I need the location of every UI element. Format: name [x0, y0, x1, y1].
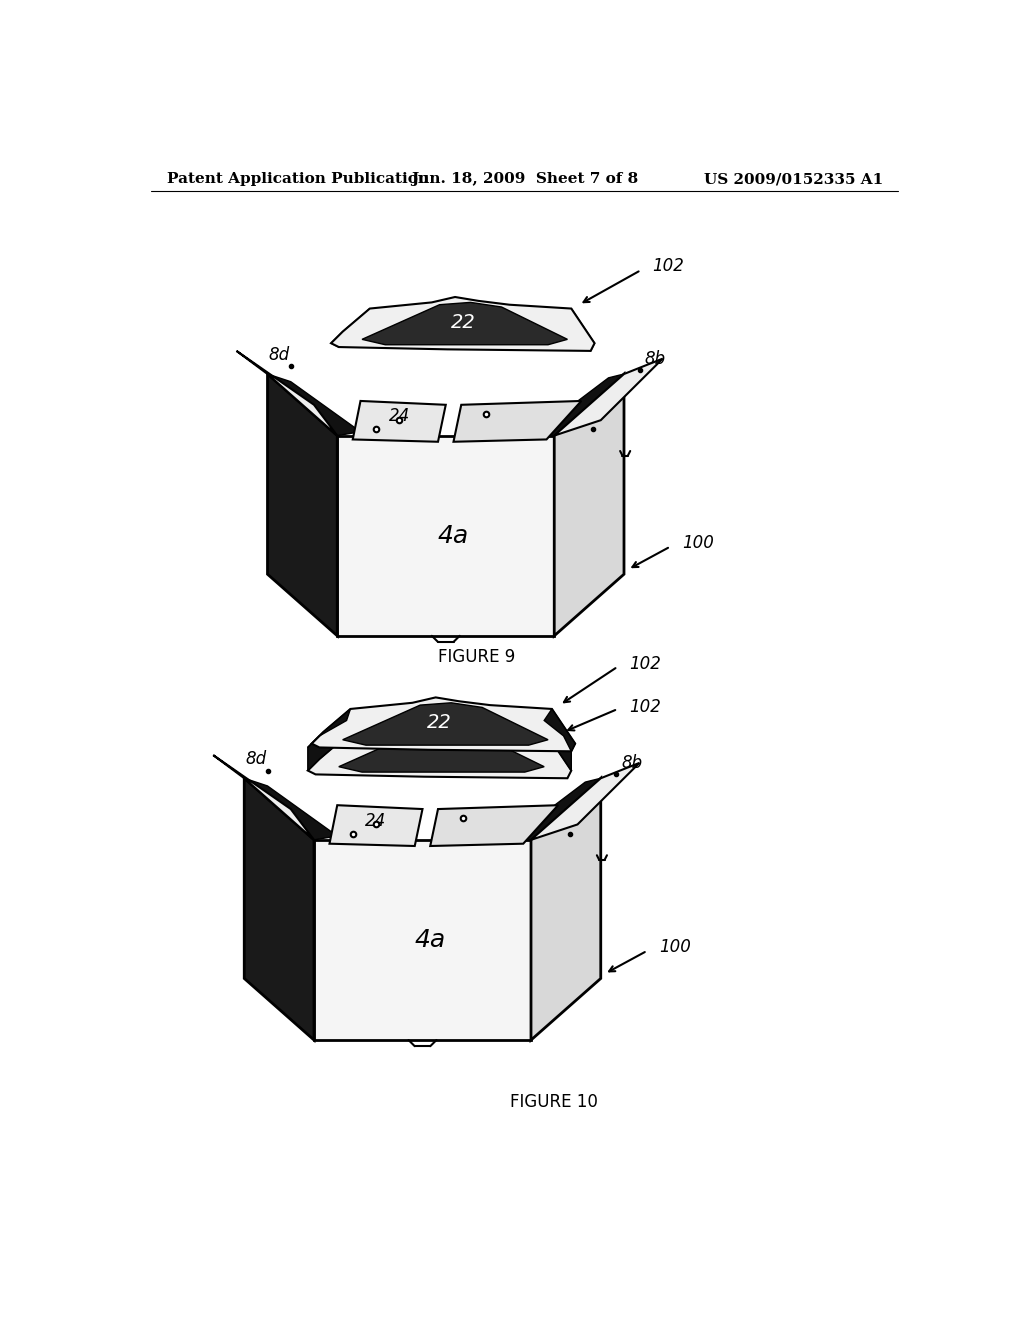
- Text: 22: 22: [451, 313, 475, 331]
- Polygon shape: [544, 709, 575, 751]
- Polygon shape: [514, 779, 601, 840]
- Polygon shape: [245, 779, 337, 840]
- Polygon shape: [314, 840, 531, 1040]
- Polygon shape: [409, 713, 432, 733]
- Polygon shape: [430, 805, 558, 846]
- Text: 4a: 4a: [438, 524, 469, 548]
- Polygon shape: [531, 779, 601, 1040]
- Polygon shape: [439, 713, 463, 733]
- Text: 24: 24: [366, 812, 387, 829]
- Polygon shape: [548, 713, 571, 771]
- Polygon shape: [343, 702, 548, 744]
- Polygon shape: [538, 374, 624, 436]
- Text: 4a: 4a: [415, 928, 445, 952]
- Polygon shape: [554, 359, 663, 436]
- Text: 22: 22: [427, 713, 452, 733]
- Polygon shape: [454, 401, 582, 442]
- Polygon shape: [554, 374, 624, 636]
- Polygon shape: [337, 436, 554, 636]
- Text: Patent Application Publication: Patent Application Publication: [167, 172, 429, 186]
- Polygon shape: [378, 713, 400, 733]
- Polygon shape: [563, 309, 595, 351]
- Polygon shape: [213, 755, 314, 840]
- Polygon shape: [267, 374, 337, 636]
- Polygon shape: [531, 763, 640, 840]
- Text: 102: 102: [630, 698, 662, 715]
- Polygon shape: [308, 709, 350, 747]
- Polygon shape: [245, 779, 314, 1040]
- Polygon shape: [362, 302, 567, 345]
- Text: 8d: 8d: [268, 346, 290, 364]
- Text: FIGURE 10: FIGURE 10: [510, 1093, 598, 1110]
- Text: FIGURE 9: FIGURE 9: [438, 648, 515, 667]
- Polygon shape: [331, 297, 595, 351]
- Text: US 2009/0152335 A1: US 2009/0152335 A1: [703, 172, 883, 186]
- Text: 24: 24: [389, 408, 410, 425]
- Text: 102: 102: [652, 257, 685, 275]
- Text: 100: 100: [682, 533, 714, 552]
- Text: Jun. 18, 2009  Sheet 7 of 8: Jun. 18, 2009 Sheet 7 of 8: [412, 172, 638, 186]
- Polygon shape: [352, 401, 445, 442]
- Polygon shape: [339, 730, 544, 772]
- Polygon shape: [308, 713, 346, 771]
- Text: 100: 100: [658, 939, 691, 956]
- Text: 102: 102: [630, 655, 662, 673]
- Polygon shape: [308, 725, 571, 779]
- Text: 8b: 8b: [644, 350, 666, 367]
- Polygon shape: [237, 351, 337, 436]
- Polygon shape: [267, 374, 360, 436]
- Text: 8d: 8d: [246, 750, 266, 768]
- Polygon shape: [330, 805, 423, 846]
- Polygon shape: [331, 309, 370, 347]
- Polygon shape: [311, 697, 575, 751]
- Text: 8b: 8b: [622, 754, 642, 772]
- Polygon shape: [471, 713, 494, 733]
